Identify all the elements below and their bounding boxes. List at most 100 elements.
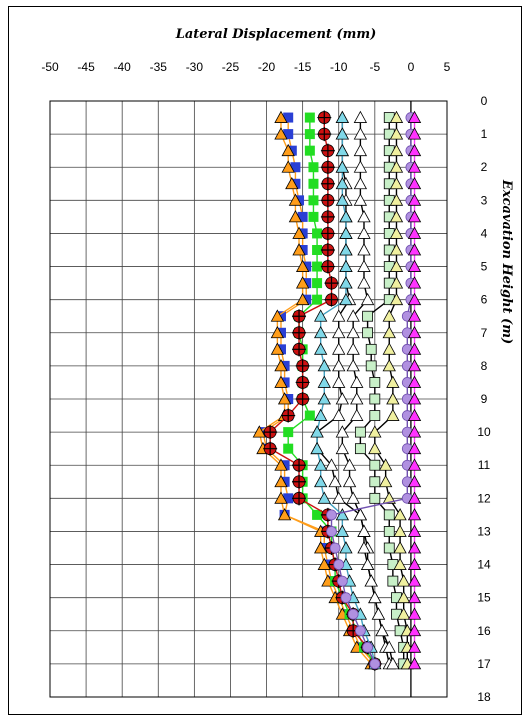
data-point	[397, 590, 411, 604]
data-point	[369, 492, 381, 504]
data-point	[375, 623, 389, 637]
data-point	[277, 508, 292, 521]
data-point	[312, 228, 323, 239]
data-point	[382, 359, 396, 372]
data-point	[353, 193, 368, 206]
chart-frame: Lateral Displacement (mm) -50 -45 -40 -35 -3…	[8, 6, 522, 715]
data-point	[339, 259, 353, 272]
data-point	[369, 410, 381, 421]
data-point	[288, 210, 303, 223]
data-point	[332, 325, 346, 339]
data-point	[393, 524, 407, 537]
data-point	[270, 309, 285, 322]
data-point-cross	[320, 226, 335, 241]
x-tick-label: -25	[222, 60, 240, 74]
data-point	[308, 195, 319, 206]
data-point-cross	[320, 209, 335, 224]
data-point-cross	[292, 309, 307, 324]
data-point	[407, 193, 422, 206]
y-tick-label: 2	[481, 160, 488, 174]
data-point	[310, 425, 324, 438]
data-point	[407, 408, 422, 421]
data-point-cross	[320, 193, 335, 208]
data-point	[357, 226, 371, 239]
data-point-cross	[295, 358, 310, 373]
data-point	[295, 259, 310, 272]
data-point	[407, 557, 422, 570]
data-point	[387, 575, 399, 587]
data-point	[389, 193, 404, 206]
data-point	[368, 441, 382, 455]
series-4	[263, 110, 382, 671]
data-point	[335, 441, 350, 455]
data-point	[362, 641, 374, 653]
data-point	[314, 541, 328, 554]
data-point	[340, 592, 352, 604]
data-point	[407, 243, 422, 256]
data-point	[368, 590, 382, 604]
data-point	[382, 491, 396, 504]
grid	[49, 100, 448, 698]
displacement-chart: Lateral Displacement (mm) -50 -45 -40 -35 -3…	[41, 27, 514, 704]
x-tick-label: -10	[330, 60, 348, 74]
data-point	[317, 375, 331, 388]
data-point	[389, 259, 404, 272]
data-point	[252, 425, 267, 438]
data-point	[407, 210, 422, 223]
series-line	[341, 117, 394, 665]
data-point	[407, 160, 422, 173]
data-point	[393, 557, 407, 570]
data-point	[312, 261, 323, 272]
data-point	[360, 557, 375, 570]
data-point	[407, 640, 422, 653]
y-tick-label: 0	[481, 94, 488, 108]
y-tick-label: 9	[481, 392, 488, 406]
data-point	[369, 393, 381, 405]
data-point-cross	[292, 491, 307, 506]
data-point	[283, 112, 294, 123]
data-point	[365, 360, 377, 372]
data-point	[407, 325, 422, 339]
data-point	[304, 145, 315, 156]
data-point	[389, 226, 404, 239]
data-point	[407, 127, 422, 140]
data-point-cross	[295, 375, 310, 390]
x-tick-label: -20	[258, 60, 276, 74]
series-layer	[252, 110, 422, 671]
data-point-cross	[292, 458, 307, 473]
data-point	[407, 491, 422, 504]
data-point	[389, 276, 404, 289]
data-point	[346, 359, 360, 372]
data-point	[383, 509, 395, 521]
y-tick-label: 10	[477, 425, 491, 439]
data-point	[357, 276, 371, 289]
data-point	[336, 575, 348, 587]
data-point-cross	[324, 292, 339, 307]
data-point	[285, 176, 299, 190]
data-point-cross	[320, 259, 335, 274]
y-tick-label: 4	[481, 226, 488, 240]
data-point	[353, 160, 368, 173]
data-point	[357, 259, 371, 272]
x-tick-label: -40	[114, 60, 132, 74]
data-point	[357, 541, 371, 554]
data-point	[312, 245, 323, 255]
data-point	[274, 474, 288, 488]
data-point	[339, 541, 353, 554]
data-point	[314, 408, 328, 421]
data-point	[339, 210, 353, 223]
data-point	[407, 425, 422, 438]
data-point	[310, 441, 324, 455]
data-point	[335, 508, 350, 521]
data-point	[270, 342, 285, 355]
data-point	[304, 129, 315, 140]
data-point-cross	[281, 408, 296, 423]
data-point	[383, 542, 395, 554]
data-point	[407, 259, 422, 272]
data-point	[382, 325, 396, 339]
data-point	[335, 193, 350, 206]
data-point	[288, 193, 303, 206]
data-point	[324, 458, 339, 471]
data-point	[283, 427, 294, 438]
data-point	[389, 292, 404, 306]
